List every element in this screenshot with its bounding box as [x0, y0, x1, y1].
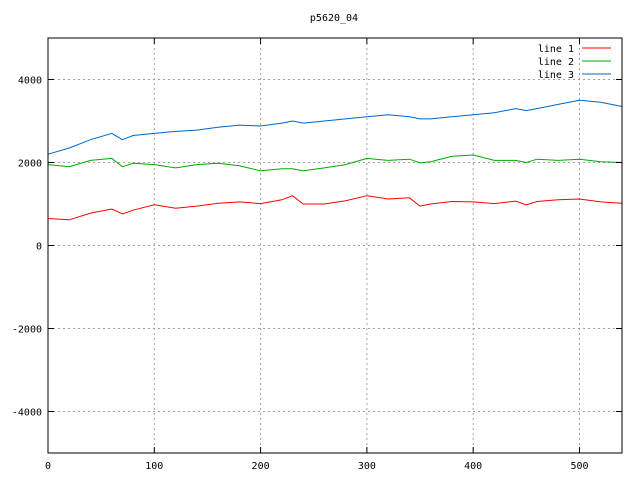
- x-tick-label: 100: [145, 461, 163, 472]
- series-line-2: [47, 154, 623, 172]
- legend-label: line 3: [538, 70, 574, 81]
- x-tick-label: 200: [252, 461, 270, 472]
- x-tick-label: 300: [358, 461, 376, 472]
- y-tick-label: -2000: [12, 325, 42, 336]
- legend-label: line 1: [538, 44, 574, 55]
- legend: line 1 line 2 line 3: [538, 44, 611, 81]
- x-tick-label: 500: [570, 461, 588, 472]
- y-tick-label: 2000: [18, 159, 42, 170]
- series-line-1: [47, 195, 623, 221]
- series-line-3: [47, 99, 623, 155]
- x-tick-label: 0: [45, 461, 51, 472]
- y-tick-label: -4000: [12, 408, 42, 419]
- chart-title: p5620_04: [310, 13, 358, 24]
- y-tick-label: 4000: [18, 76, 42, 87]
- y-tick-label: 0: [36, 242, 42, 253]
- tick-layer: 0 100 200 300 400 500 -4000 -2000 0 2000 4000: [12, 38, 622, 472]
- legend-label: line 2: [538, 57, 574, 68]
- x-tick-label: 400: [464, 461, 482, 472]
- series-layer: [47, 99, 623, 221]
